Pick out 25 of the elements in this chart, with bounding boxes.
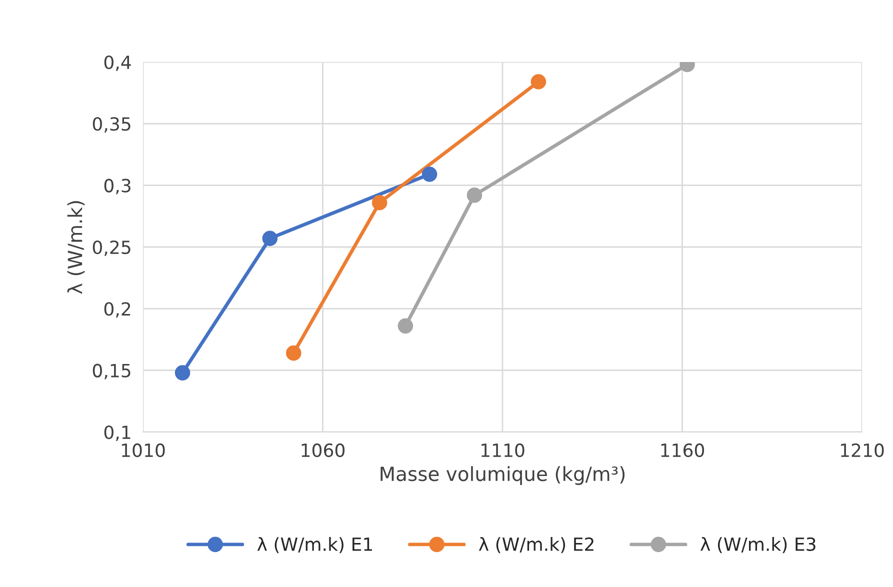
legend-label: λ (W/m.k) E3 [700, 537, 816, 554]
x-tick-label: 1110 [482, 443, 524, 458]
x-tick-label: 1210 [841, 443, 884, 458]
x-tick-label: 1160 [661, 443, 704, 458]
x-axis-title: Masse volumique (kg/m³) [380, 466, 625, 485]
point [174, 365, 190, 380]
x-tick-label: 1010 [122, 443, 165, 458]
y-tick-label: 0,4 [104, 55, 131, 71]
legend-label: λ (W/m.k) E2 [478, 537, 594, 554]
legend-label: λ (W/m.k) E1 [257, 537, 372, 554]
point [398, 318, 414, 334]
x-tick-label: 1060 [302, 443, 345, 458]
point [530, 74, 546, 90]
y-tick-label: 0,35 [92, 117, 130, 133]
y-tick-label: 0,3 [104, 178, 130, 194]
y-tick-label: 0,2 [104, 302, 130, 318]
y-tick-label: 0,25 [92, 240, 130, 256]
point [422, 166, 438, 182]
y-tick-label: 0,15 [92, 364, 130, 380]
point [372, 194, 388, 210]
y-axis-title: λ (W/m.k) [67, 201, 85, 294]
y-tick-label: 0,1 [104, 425, 130, 441]
point [262, 230, 278, 246]
point [466, 188, 482, 203]
point [286, 345, 302, 361]
